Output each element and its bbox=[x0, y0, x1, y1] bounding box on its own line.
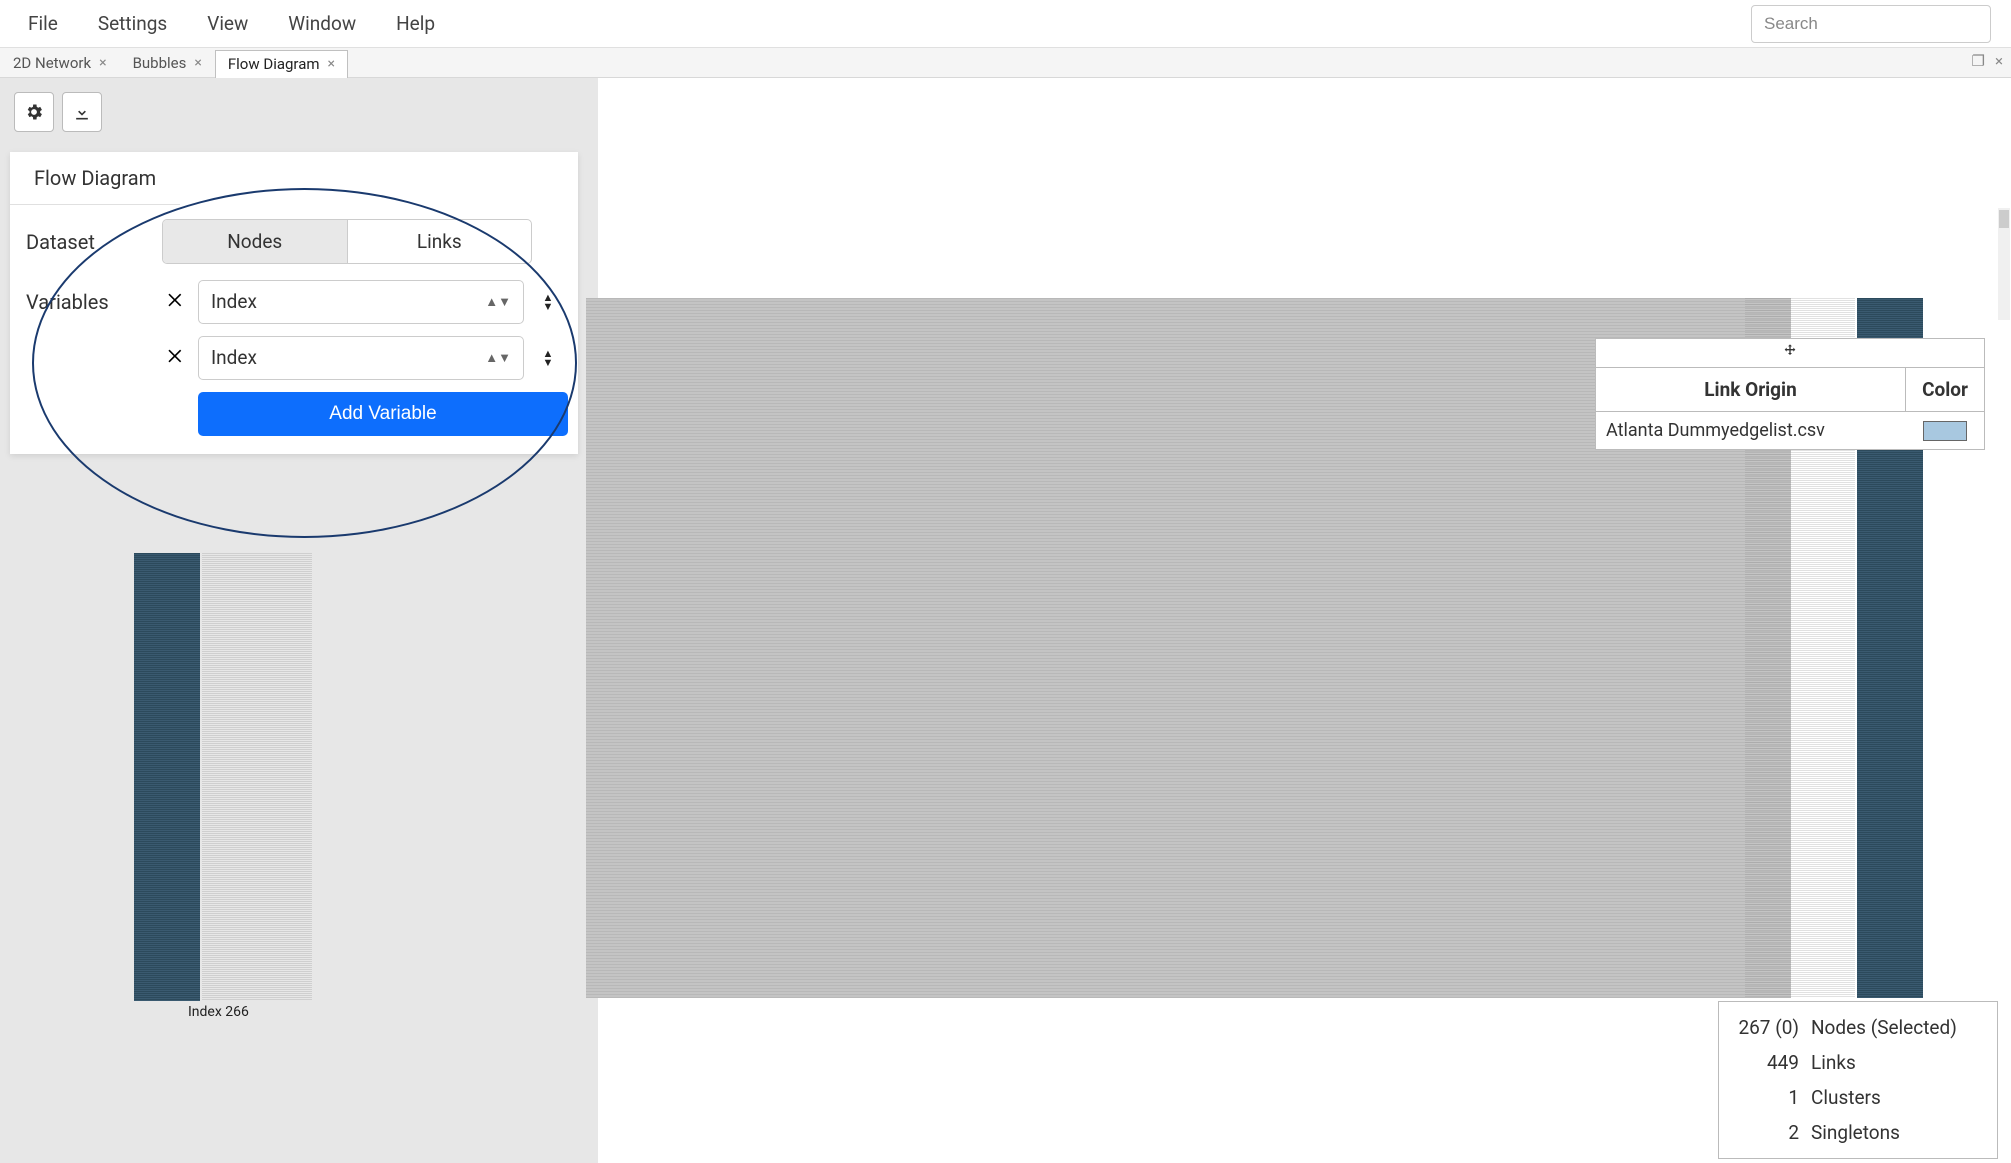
stats-label: Nodes (Selected) bbox=[1811, 1016, 1983, 1039]
download-icon bbox=[72, 102, 92, 122]
tab-label: Flow Diagram bbox=[228, 55, 320, 73]
add-variable-button[interactable]: Add Variable bbox=[198, 392, 568, 436]
remove-variable-0[interactable] bbox=[162, 290, 190, 314]
variable-select-value: Index bbox=[211, 346, 257, 369]
variable-sort-1[interactable]: ▲ ▼ bbox=[534, 349, 562, 367]
legend-drag-handle[interactable] bbox=[1596, 339, 1984, 368]
menubar: File Settings View Window Help bbox=[0, 0, 2011, 48]
settings-panel-title[interactable]: Flow Diagram bbox=[10, 152, 180, 205]
left-sidebar-bg: Flow Diagram Dataset Nodes Links Variabl… bbox=[0, 78, 598, 1163]
sort-down-icon: ▼ bbox=[543, 358, 554, 367]
stats-label: Clusters bbox=[1811, 1086, 1983, 1109]
stats-value: 449 bbox=[1733, 1051, 1811, 1074]
stats-value: 2 bbox=[1733, 1121, 1811, 1144]
menu-file[interactable]: File bbox=[8, 2, 78, 45]
search-wrap bbox=[1751, 5, 1991, 43]
menu-view[interactable]: View bbox=[187, 2, 268, 45]
stats-label: Singletons bbox=[1811, 1121, 1983, 1144]
close-icon[interactable]: × bbox=[194, 55, 201, 71]
toolbar bbox=[14, 92, 102, 132]
download-button[interactable] bbox=[62, 92, 102, 132]
legend-header-origin: Link Origin bbox=[1596, 368, 1906, 411]
chevron-updown-icon: ▲▼ bbox=[485, 350, 511, 366]
tab-2d-network[interactable]: 2D Network × bbox=[0, 49, 120, 77]
stats-label: Links bbox=[1811, 1051, 1983, 1074]
gear-button[interactable] bbox=[14, 92, 54, 132]
tab-label: 2D Network bbox=[13, 54, 91, 72]
stats-value: 267 (0) bbox=[1733, 1016, 1811, 1039]
variable-select-value: Index bbox=[211, 290, 257, 313]
gear-icon bbox=[24, 102, 44, 122]
settings-panel: Flow Diagram Dataset Nodes Links Variabl… bbox=[10, 152, 578, 454]
sort-down-icon: ▼ bbox=[543, 302, 554, 311]
legend-header: Link Origin Color bbox=[1596, 368, 1984, 412]
maximize-icon[interactable]: ❐ bbox=[1972, 52, 1985, 70]
tab-flow-diagram[interactable]: Flow Diagram × bbox=[215, 50, 348, 78]
legend-scrollbar[interactable] bbox=[1998, 208, 2010, 320]
legend-box[interactable]: Link Origin Color Atlanta Dummyedgelist.… bbox=[1595, 338, 1985, 450]
dataset-label: Dataset bbox=[26, 230, 162, 254]
legend-header-color: Color bbox=[1906, 368, 1984, 411]
menu-help[interactable]: Help bbox=[376, 2, 455, 45]
close-icon[interactable]: × bbox=[1995, 52, 2003, 70]
close-icon[interactable]: × bbox=[328, 56, 335, 72]
search-input[interactable] bbox=[1751, 5, 1991, 43]
variable-select-0[interactable]: Index ▲▼ bbox=[198, 280, 524, 324]
dataset-segmented-control: Nodes Links bbox=[162, 219, 532, 264]
dataset-seg-nodes[interactable]: Nodes bbox=[163, 220, 347, 263]
legend-row[interactable]: Atlanta Dummyedgelist.csv bbox=[1596, 412, 1984, 449]
variables-label: Variables bbox=[26, 290, 162, 314]
close-icon[interactable]: × bbox=[99, 55, 106, 71]
color-swatch bbox=[1923, 421, 1967, 441]
variable-sort-0[interactable]: ▲ ▼ bbox=[534, 293, 562, 311]
x-icon bbox=[166, 346, 186, 366]
chevron-updown-icon: ▲▼ bbox=[485, 294, 511, 310]
tab-bubbles[interactable]: Bubbles × bbox=[120, 49, 215, 77]
menu-window[interactable]: Window bbox=[268, 2, 376, 45]
legend-row-origin: Atlanta Dummyedgelist.csv bbox=[1596, 412, 1906, 449]
remove-variable-1[interactable] bbox=[162, 346, 190, 370]
stats-row-nodes: 267 (0) Nodes (Selected) bbox=[1733, 1010, 1983, 1045]
document-tabs: 2D Network × Bubbles × Flow Diagram × ❐ … bbox=[0, 48, 2011, 78]
move-icon bbox=[1782, 343, 1798, 359]
main-area: Flow Diagram Dataset Nodes Links Variabl… bbox=[0, 78, 2011, 1163]
stats-row-singletons: 2 Singletons bbox=[1733, 1115, 1983, 1150]
flow-left-node-block bbox=[134, 553, 200, 1001]
flow-left-labels bbox=[202, 553, 292, 1001]
stats-row-links: 449 Links bbox=[1733, 1045, 1983, 1080]
stats-box: 267 (0) Nodes (Selected) 449 Links 1 Clu… bbox=[1718, 1001, 1998, 1159]
x-icon bbox=[166, 290, 186, 310]
stats-row-clusters: 1 Clusters bbox=[1733, 1080, 1983, 1115]
variable-select-1[interactable]: Index ▲▼ bbox=[198, 336, 524, 380]
stats-value: 1 bbox=[1733, 1086, 1811, 1109]
tab-label: Bubbles bbox=[133, 54, 187, 72]
legend-row-color[interactable] bbox=[1906, 412, 1984, 449]
scrollbar-thumb[interactable] bbox=[1999, 210, 2009, 228]
menu-settings[interactable]: Settings bbox=[78, 2, 187, 45]
flow-bottom-left-label: Index 266 bbox=[188, 1004, 249, 1020]
dataset-seg-links[interactable]: Links bbox=[347, 220, 532, 263]
